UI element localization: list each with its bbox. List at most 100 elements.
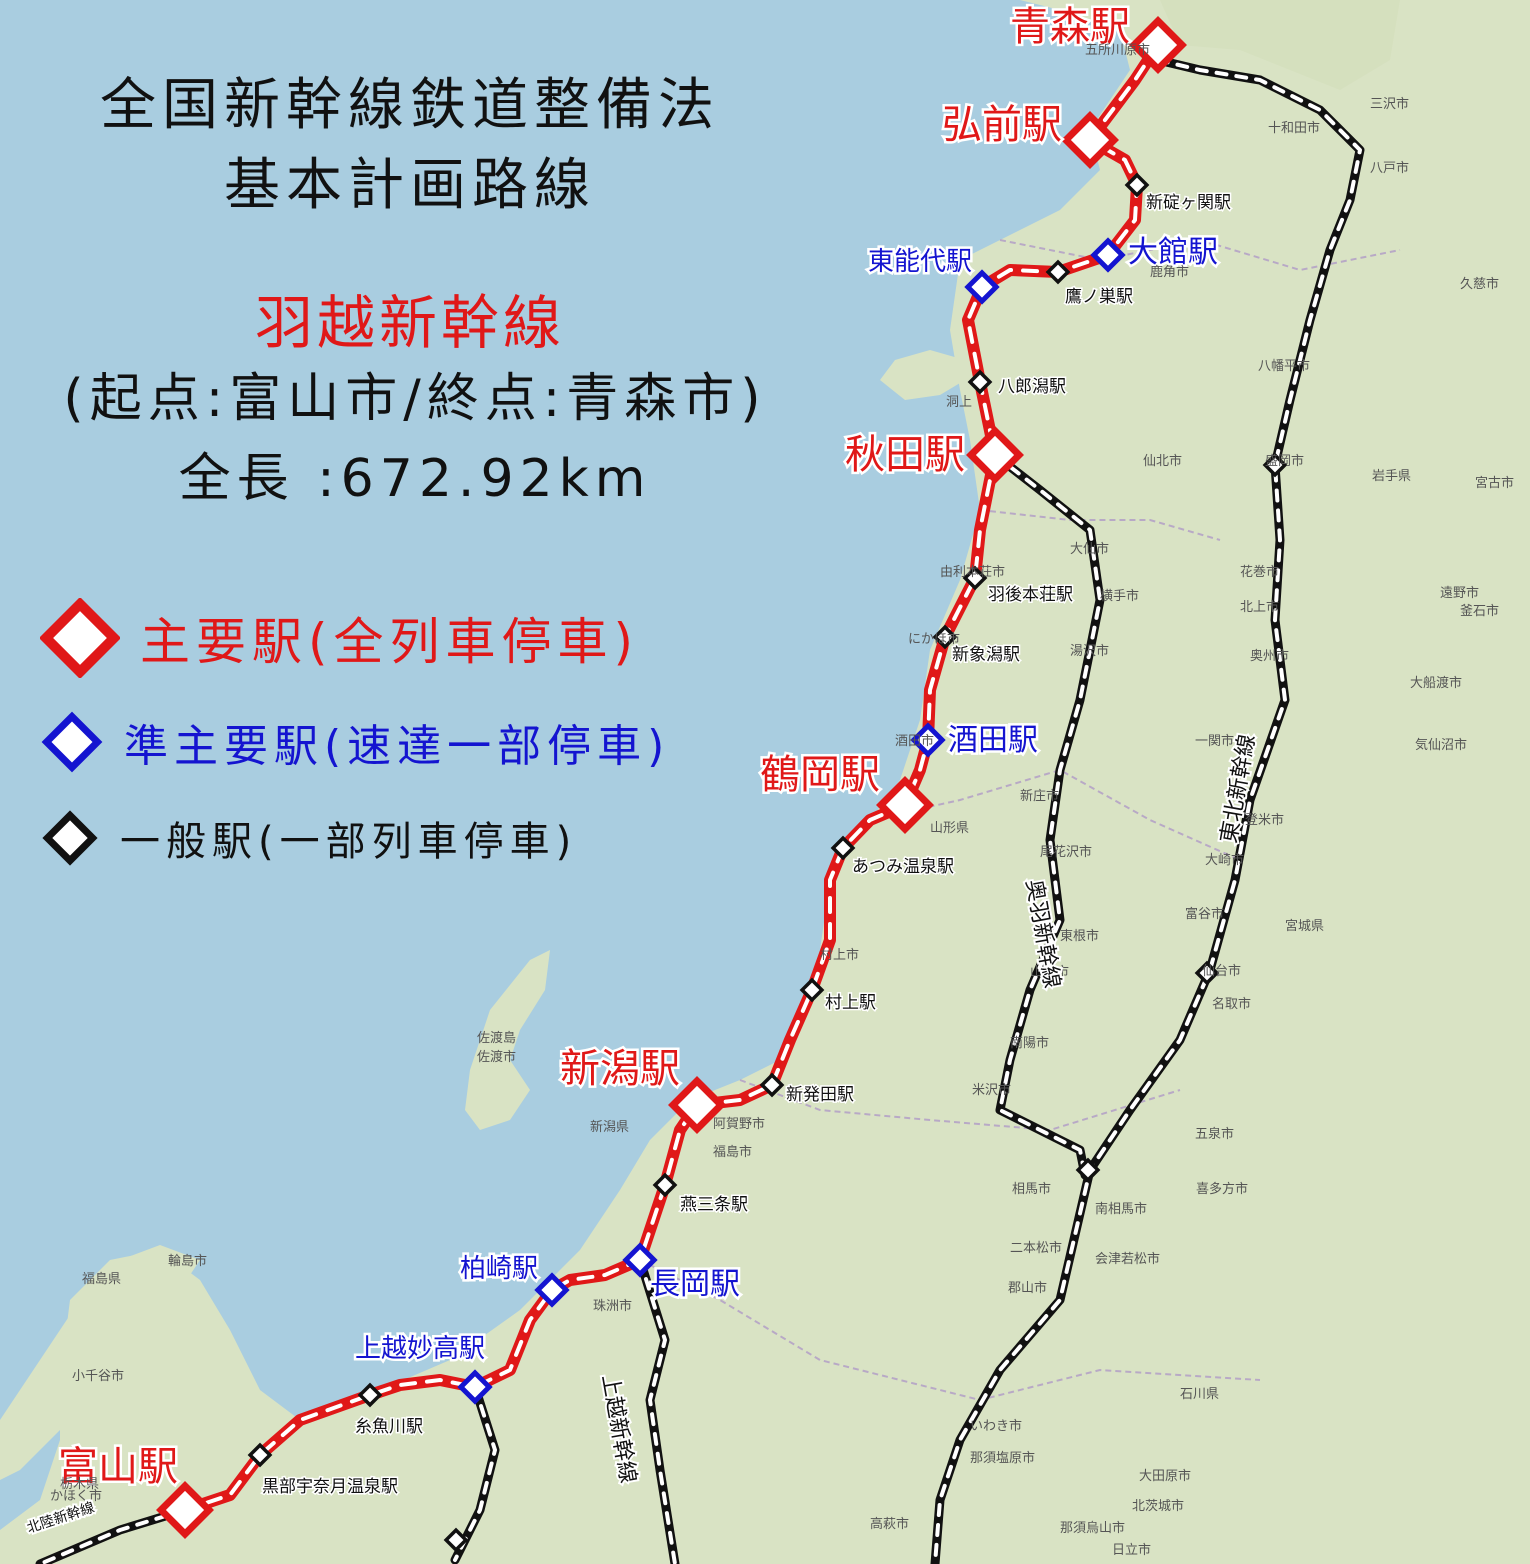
place-label: 尾花沢市 bbox=[1040, 844, 1092, 860]
place-label: いわき市 bbox=[970, 1418, 1022, 1434]
place-label: 栃木県 bbox=[60, 1477, 99, 1492]
place-label: 相馬市 bbox=[1012, 1181, 1051, 1197]
place-label: 輪島市 bbox=[168, 1253, 207, 1269]
place-label: 南陽市 bbox=[1010, 1035, 1049, 1051]
place-label: 久慈市 bbox=[1460, 276, 1499, 292]
place-label: 仙台市 bbox=[1202, 963, 1241, 979]
station-label: 黒部宇奈月温泉駅 bbox=[262, 1477, 398, 1497]
place-label: 遠野市 bbox=[1440, 585, 1479, 601]
place-label: 三沢市 bbox=[1370, 96, 1409, 112]
place-label: 郡山市 bbox=[1008, 1280, 1047, 1296]
station-label: 弘前駅 bbox=[942, 102, 1062, 148]
joetsu-shinkansen-line bbox=[635, 1255, 680, 1564]
place-label: 酒田市 bbox=[895, 733, 934, 749]
place-label: 由利本荘市 bbox=[940, 564, 1005, 580]
place-label: 高萩市 bbox=[870, 1516, 909, 1532]
place-label: 大船渡市 bbox=[1410, 675, 1462, 691]
station-label: 燕三条駅 bbox=[680, 1195, 748, 1215]
place-label: 那須塩原市 bbox=[970, 1450, 1035, 1466]
title-line-1: 全国新幹線鉄道整備法 bbox=[100, 73, 720, 138]
station-label: 新象潟駅 bbox=[952, 645, 1020, 665]
station-label: 東能代駅 bbox=[868, 247, 972, 277]
place-label: 会津若松市 bbox=[1095, 1251, 1160, 1267]
place-label: 大崎市 bbox=[1205, 852, 1244, 868]
place-label: 阿賀野市 bbox=[713, 1116, 765, 1132]
legend-main-label: 主要駅(全列車停車) bbox=[140, 613, 640, 671]
place-label: 鹿角市 bbox=[1150, 264, 1189, 280]
legend-general-label: 一般駅(一部列車停車) bbox=[120, 819, 578, 865]
route-endpoints: (起点:富山市/終点:青森市) bbox=[63, 369, 767, 429]
station-label: 新碇ヶ関駅 bbox=[1146, 193, 1231, 213]
place-label: 東根市 bbox=[1060, 928, 1099, 944]
place-label: 花巻市 bbox=[1240, 564, 1279, 580]
station-label: 酒田駅 bbox=[948, 723, 1038, 758]
place-label: 八戸市 bbox=[1370, 160, 1409, 176]
place-label: 喜多方市 bbox=[1196, 1181, 1248, 1197]
place-label: 福島県 bbox=[82, 1272, 121, 1287]
station-label: 鷹ノ巣駅 bbox=[1065, 286, 1133, 307]
place-label: かほく市 bbox=[50, 1488, 102, 1504]
legend-semi-label: 準主要駅(速達一部停車) bbox=[124, 721, 671, 772]
station-label: 富山駅 bbox=[58, 1444, 178, 1490]
place-label: 大仙市 bbox=[1070, 541, 1109, 557]
place-label: 村上市 bbox=[820, 947, 859, 963]
station-label: 秋田駅 bbox=[845, 432, 965, 478]
station-label: 村上駅 bbox=[825, 993, 876, 1013]
place-label: 横手市 bbox=[1100, 588, 1139, 604]
place-label: 名取市 bbox=[1212, 996, 1251, 1012]
tohoku-shinkansen-line bbox=[930, 55, 1365, 1564]
place-label: 岩手県 bbox=[1372, 469, 1411, 484]
legend-main-station: 主要駅(全列車停車) bbox=[40, 598, 639, 678]
station-label: 柏崎駅 bbox=[460, 1254, 538, 1284]
place-label: 佐渡島 bbox=[477, 1030, 516, 1046]
place-label: 大田原市 bbox=[1139, 1468, 1191, 1484]
station-label: 上越妙高駅 bbox=[355, 1334, 485, 1364]
place-label: 奥州市 bbox=[1250, 648, 1289, 664]
place-label: 新潟県 bbox=[590, 1119, 629, 1135]
legend-general-station: 一般駅(一部列車停車) bbox=[40, 808, 577, 868]
station-label: 青森駅 bbox=[1010, 4, 1130, 50]
sado-island bbox=[465, 950, 550, 1130]
station-label: 新潟駅 bbox=[560, 1046, 680, 1092]
ou-shinkansen-line bbox=[990, 450, 1105, 1180]
place-label: 南相馬市 bbox=[1095, 1201, 1147, 1217]
legend-semi-station: 準主要駅(速達一部停車) bbox=[40, 710, 670, 774]
place-label: 珠洲市 bbox=[593, 1298, 632, 1314]
place-label: 小千谷市 bbox=[72, 1368, 124, 1384]
station-label: 羽後本荘駅 bbox=[988, 585, 1073, 605]
place-label: 盛岡市 bbox=[1265, 453, 1304, 469]
station-label: 鶴岡駅 bbox=[760, 752, 880, 798]
station-label: 糸魚川駅 bbox=[355, 1417, 423, 1437]
station-label: 八郎潟駅 bbox=[998, 377, 1066, 397]
place-label: 五所川原市 bbox=[1085, 42, 1150, 58]
station-label: 新発田駅 bbox=[786, 1085, 854, 1105]
place-label: 那須烏山市 bbox=[1060, 1520, 1125, 1536]
shimokita-peninsula bbox=[1160, 0, 1400, 90]
place-label: 宮城県 bbox=[1285, 918, 1324, 934]
place-label: 北茨城市 bbox=[1132, 1498, 1184, 1514]
place-label: 仙北市 bbox=[1143, 453, 1182, 469]
station-label: あつみ温泉駅 bbox=[852, 857, 954, 877]
oga-peninsula bbox=[880, 350, 965, 400]
place-label: 宮古市 bbox=[1475, 475, 1514, 491]
place-label: 福島市 bbox=[713, 1144, 752, 1160]
line-name: 羽越新幹線 bbox=[254, 289, 565, 357]
place-label: 北上市 bbox=[1240, 599, 1279, 615]
main-station-legend-icon bbox=[40, 598, 120, 678]
place-label: にかほ市 bbox=[908, 631, 960, 647]
place-label: 新庄市 bbox=[1020, 788, 1059, 804]
station-label: 長岡駅 bbox=[650, 1267, 740, 1302]
place-label: 一関市 bbox=[1195, 733, 1234, 749]
station-label: 大館駅 bbox=[1128, 235, 1218, 270]
general-station-legend-icon bbox=[42, 810, 98, 866]
place-label: 二本松市 bbox=[1010, 1240, 1062, 1256]
route-length: 全長 :672.92km bbox=[178, 449, 652, 509]
place-label: 山形市 bbox=[1030, 964, 1069, 980]
place-label: 五泉市 bbox=[1195, 1126, 1234, 1142]
place-label: 登米市 bbox=[1245, 812, 1284, 828]
place-label: 佐渡市 bbox=[477, 1049, 516, 1065]
